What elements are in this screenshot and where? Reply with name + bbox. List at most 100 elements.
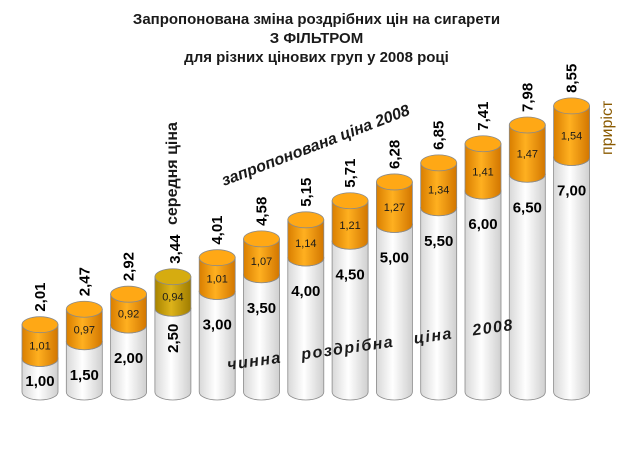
increase-bar-2-cap: [65, 300, 103, 318]
increase-bar-4: [154, 268, 192, 317]
total-value-label: 4,01: [209, 215, 226, 244]
increase-value-label: 1,27: [384, 202, 405, 214]
increase-value-label: 1,01: [206, 274, 227, 286]
increase-bar-2-body: [65, 308, 103, 351]
base-value-label: 3,00: [203, 317, 232, 334]
increase-bar-13: [553, 97, 590, 166]
increase-bar-3-cap: [110, 285, 148, 303]
increase-bar-3: [110, 285, 148, 334]
increase-label: приріст: [599, 100, 616, 155]
increase-bar-2: [65, 300, 103, 351]
base-bar-5: [198, 283, 236, 401]
increase-bar-6: [243, 230, 280, 284]
increase-bar-7-cap: [287, 211, 325, 229]
increase-bar-5-body: [198, 257, 236, 300]
title-line-3: для різних цінових груп у 2008 році: [184, 49, 449, 66]
base-bar-5-body: [198, 291, 236, 401]
increase-bar-4-cap: [154, 268, 192, 286]
base-bar-12-body: [508, 173, 546, 401]
total-value-label: 4,58: [254, 197, 271, 226]
total-value-label: 5,71: [342, 159, 359, 188]
average-price-label: середня ціна: [164, 122, 181, 225]
base-bar-9-body: [376, 224, 413, 401]
increase-bar-5: [198, 249, 236, 300]
title-line-2: З ФІЛЬТРОМ: [269, 30, 364, 47]
base-value-label: 1,50: [70, 367, 99, 384]
base-value-label: 6,50: [513, 199, 542, 216]
total-value-label: 7,41: [475, 102, 492, 131]
increase-value-label: 0,92: [118, 309, 139, 321]
total-value-label: 8,55: [564, 64, 581, 93]
total-value-label: 3,44: [167, 234, 184, 264]
base-bar-6-body: [243, 274, 280, 401]
base-value-label: 6,00: [468, 216, 497, 233]
increase-value-label: 1,54: [561, 131, 582, 143]
increase-bar-13-body: [553, 105, 590, 166]
total-value-label: 5,15: [298, 178, 315, 207]
base-bar-10: [420, 199, 458, 401]
base-value-label: 5,50: [424, 233, 453, 250]
base-value-label: 1,00: [25, 373, 54, 390]
increase-bar-1-body: [21, 324, 59, 367]
increase-bar-10-cap: [420, 154, 458, 172]
increase-bar-9-body: [376, 181, 413, 233]
base-value-label: 4,00: [291, 283, 320, 300]
increase-bar-6-body: [243, 238, 280, 284]
increase-bar-7: [287, 211, 325, 267]
increase-bar-12-cap: [508, 116, 546, 134]
chart-title: Запропонована зміна роздрібних цін на си…: [0, 10, 633, 67]
increase-value-label: 0,97: [74, 325, 95, 337]
increase-bar-10: [420, 154, 458, 217]
base-value-label: 4,50: [335, 266, 364, 283]
base-value-label: 2,00: [114, 350, 143, 367]
increase-bar-3-body: [110, 293, 147, 334]
total-value-label: 6,85: [431, 121, 448, 150]
increase-bar-8-cap: [331, 192, 369, 210]
increase-value-label: 1,01: [29, 341, 50, 353]
increase-value-label: 1,41: [472, 166, 493, 178]
increase-bar-1-cap: [21, 316, 59, 334]
increase-bar-6-cap: [243, 230, 280, 248]
total-value-label: 2,92: [121, 252, 138, 281]
increase-bar-12: [508, 116, 546, 183]
increase-bar-11-body: [464, 143, 502, 200]
increase-bar-5-cap: [198, 249, 236, 267]
increase-bar-9-cap: [375, 173, 413, 191]
increase-value-label: 1,07: [251, 256, 272, 268]
base-bar-11-body: [464, 190, 502, 401]
increase-value-label: 1,21: [339, 220, 360, 232]
increase-bar-11: [464, 135, 502, 200]
base-bar-1-body: [21, 358, 59, 401]
title-line-1: Запропонована зміна роздрібних цін на си…: [132, 11, 501, 28]
base-bar-9: [375, 216, 413, 401]
base-bar-3-body: [110, 324, 147, 401]
base-bar-13-body: [553, 157, 590, 401]
increase-value-label: 0,94: [162, 292, 183, 304]
base-value-label: 5,00: [380, 250, 409, 267]
increase-bar-9: [375, 173, 413, 233]
base-bar-10-body: [420, 207, 458, 401]
base-value-label: 7,00: [557, 183, 586, 200]
base-bar-8: [331, 232, 369, 401]
base-bar-6: [243, 266, 280, 401]
increase-bar-8: [331, 192, 369, 250]
base-bar-7: [287, 249, 325, 401]
increase-bar-12-body: [508, 124, 546, 183]
total-value-label: 2,01: [32, 282, 49, 311]
increase-bar-7-body: [287, 219, 325, 267]
total-value-label: 7,98: [519, 83, 536, 112]
base-bar-7-body: [287, 257, 325, 401]
increase-bar-11-cap: [464, 135, 502, 153]
base-value-label: 3,50: [247, 300, 276, 317]
increase-bar-10-body: [420, 162, 458, 217]
base-value-label: 2,50: [165, 324, 182, 353]
base-bar-4-body: [154, 307, 192, 401]
total-value-label: 6,28: [386, 140, 403, 169]
increase-bar-4-body: [154, 276, 192, 317]
base-bar-8-body: [331, 240, 369, 401]
increase-bar-13-cap: [553, 97, 590, 115]
increase-bar-8-body: [331, 200, 369, 250]
base-bar-2-body: [65, 341, 103, 401]
total-value-label: 2,47: [76, 267, 93, 296]
